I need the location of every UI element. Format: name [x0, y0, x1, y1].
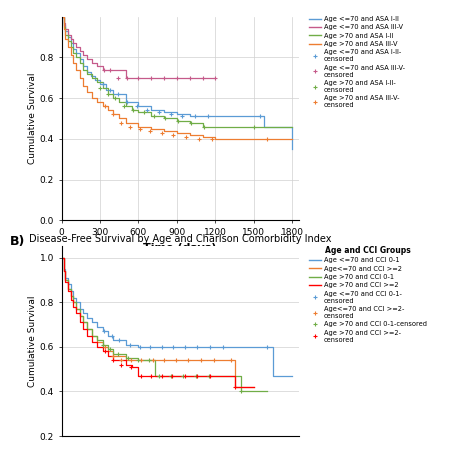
Text: B): B)	[9, 235, 25, 247]
Y-axis label: Cumulative Survival: Cumulative Survival	[28, 295, 37, 387]
Y-axis label: Cumulative Survival: Cumulative Survival	[28, 73, 37, 164]
Legend: Age <=70 and CCI 0-1, Age<=70 and CCI >=2, Age >70 and CCI 0-1, Age >70 and CCI : Age <=70 and CCI 0-1, Age<=70 and CCI >=…	[309, 246, 427, 343]
X-axis label: Time (days): Time (days)	[143, 243, 217, 253]
Title: Disease-Free Survival by Age and Charlson Comorbidity Index: Disease-Free Survival by Age and Charlso…	[29, 234, 331, 244]
Legend: Age <=70 and ASA I-II, Age <=70 and ASA III-V, Age >70 and ASA I-II, Age >70 and: Age <=70 and ASA I-II, Age <=70 and ASA …	[309, 16, 405, 108]
